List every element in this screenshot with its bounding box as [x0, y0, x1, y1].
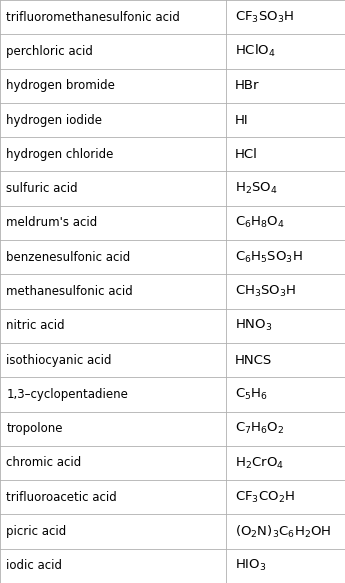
Text: HClO$_4$: HClO$_4$ — [235, 43, 275, 59]
Text: iodic acid: iodic acid — [6, 559, 62, 573]
Text: 1,3–cyclopentadiene: 1,3–cyclopentadiene — [6, 388, 128, 401]
Text: hydrogen bromide: hydrogen bromide — [6, 79, 115, 92]
Text: perchloric acid: perchloric acid — [6, 45, 93, 58]
Text: HNO$_3$: HNO$_3$ — [235, 318, 272, 333]
Text: C$_6$H$_8$O$_4$: C$_6$H$_8$O$_4$ — [235, 215, 285, 230]
Text: C$_7$H$_6$O$_2$: C$_7$H$_6$O$_2$ — [235, 421, 284, 436]
Text: HCl: HCl — [235, 148, 257, 161]
Text: HBr: HBr — [235, 79, 259, 92]
Text: methanesulfonic acid: methanesulfonic acid — [6, 285, 133, 298]
Text: C$_5$H$_6$: C$_5$H$_6$ — [235, 387, 268, 402]
Text: trifluoromethanesulfonic acid: trifluoromethanesulfonic acid — [6, 10, 180, 24]
Text: isothiocyanic acid: isothiocyanic acid — [6, 353, 112, 367]
Text: HIO$_3$: HIO$_3$ — [235, 559, 266, 574]
Text: meldrum's acid: meldrum's acid — [6, 216, 97, 230]
Text: trifluoroacetic acid: trifluoroacetic acid — [6, 491, 117, 504]
Text: H$_2$CrO$_4$: H$_2$CrO$_4$ — [235, 455, 284, 470]
Text: hydrogen iodide: hydrogen iodide — [6, 114, 102, 127]
Text: C$_6$H$_5$SO$_3$H: C$_6$H$_5$SO$_3$H — [235, 250, 303, 265]
Text: chromic acid: chromic acid — [6, 456, 81, 469]
Text: nitric acid: nitric acid — [6, 319, 65, 332]
Text: H$_2$SO$_4$: H$_2$SO$_4$ — [235, 181, 277, 196]
Text: HNCS: HNCS — [235, 353, 272, 367]
Text: hydrogen chloride: hydrogen chloride — [6, 148, 114, 161]
Text: tropolone: tropolone — [6, 422, 63, 435]
Text: HI: HI — [235, 114, 248, 127]
Text: benzenesulfonic acid: benzenesulfonic acid — [6, 251, 130, 264]
Text: (O$_2$N)$_3$C$_6$H$_2$OH: (O$_2$N)$_3$C$_6$H$_2$OH — [235, 524, 331, 540]
Text: CF$_3$SO$_3$H: CF$_3$SO$_3$H — [235, 9, 294, 24]
Text: sulfuric acid: sulfuric acid — [6, 182, 78, 195]
Text: CH$_3$SO$_3$H: CH$_3$SO$_3$H — [235, 284, 296, 299]
Text: picric acid: picric acid — [6, 525, 67, 538]
Text: CF$_3$CO$_2$H: CF$_3$CO$_2$H — [235, 490, 295, 505]
